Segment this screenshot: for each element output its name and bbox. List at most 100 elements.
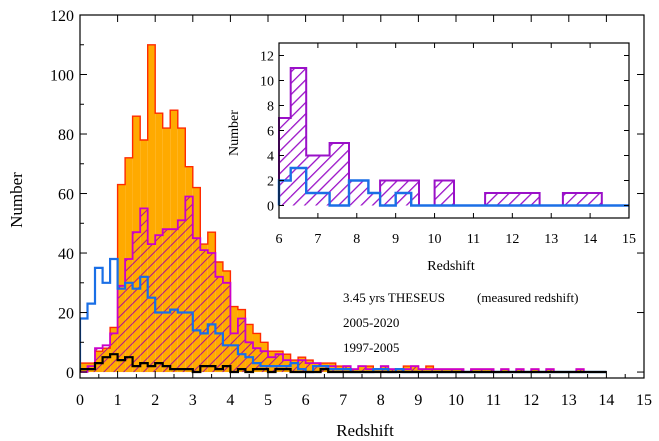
inset-series-line-measured-redshift [278,67,603,207]
inset-y-tick-label: 0 [267,200,274,215]
y-tick-label: 0 [66,365,74,382]
bar-measured-redshift [373,369,381,373]
bar-measured-redshift [305,363,314,373]
bar-measured-redshift [222,282,231,373]
legend-entry-theseus: 3.45 yrs THESEUS [343,290,445,305]
bar-measured-redshift [185,196,193,373]
bar-measured-redshift [365,369,374,373]
main-y-axis-label: Number [7,172,26,228]
legend-entry-2005-2020: 2005-2020 [343,315,399,330]
bar-measured-redshift [471,369,479,373]
inset-histogram-plot [277,67,629,207]
x-tick-label: 2 [151,392,159,409]
bar-measured-redshift [298,360,306,373]
legend-entry-1997-2005: 1997-2005 [343,340,399,355]
inset-x-tick-label: 14 [583,232,597,247]
bar-measured-redshift [252,348,261,373]
bar-measured-redshift [531,369,539,373]
bar-measured-redshift [147,244,156,373]
bar-measured-redshift [576,369,584,373]
inset-x-tick-label: 9 [392,232,399,247]
series-line-1997-2005 [80,353,607,374]
bar-measured-redshift [95,348,103,373]
y-tick-label: 60 [58,187,74,204]
x-tick-label: 0 [76,392,84,409]
inset-y-tick-label: 12 [260,50,274,65]
inset-series-line-2005-2020 [277,166,629,207]
inset-x-tick-label: 13 [544,232,558,247]
bar-measured-redshift [418,369,426,373]
bar-measured-redshift [410,366,419,373]
inset-x-tick-label: 12 [505,232,519,247]
x-tick-label: 14 [598,392,614,409]
bar-measured-redshift [478,369,487,373]
bar-measured-redshift [132,232,141,373]
bar-measured-redshift [456,369,464,373]
x-tick-label: 10 [448,392,464,409]
main-histogram-plot [80,44,607,374]
bar-measured-redshift [425,369,434,373]
bar-measured-redshift [275,354,284,373]
bar-theseus [80,363,88,373]
x-tick-label: 15 [636,392,652,409]
x-tick-label: 6 [302,392,310,409]
bar-measured-redshift [110,333,118,373]
bar-measured-redshift [448,369,456,373]
inset-y-tick-label: 4 [267,150,274,165]
x-tick-label: 5 [264,392,272,409]
inset-x-tick-label: 10 [428,232,442,247]
bar-measured-redshift [395,369,404,373]
bar-measured-redshift [155,235,163,373]
inset-x-tick-label: 6 [276,232,283,247]
inset-bar-measured-redshift [434,180,454,206]
y-tick-label: 120 [50,8,74,25]
bar-measured-redshift [215,276,223,373]
bar-measured-redshift [237,318,246,373]
bar-measured-redshift [200,250,208,373]
bar-measured-redshift [358,366,366,373]
inset-x-tick-label: 8 [353,232,360,247]
x-tick-label: 7 [339,392,347,409]
bar-measured-redshift [433,369,441,373]
legend-entry-measured-redshift: (measured redshift) [477,290,578,305]
bar-theseus [117,184,126,373]
bar-measured-redshift [230,333,238,373]
bar-measured-redshift [162,229,171,373]
y-tick-label: 80 [58,127,74,144]
inset-y-tick-label: 6 [267,125,274,140]
inset-bar-measured-redshift [562,193,602,206]
inset-y-tick-label: 8 [267,100,274,115]
inset-bar-measured-redshift [329,143,349,206]
bar-theseus [147,44,156,373]
x-tick-label: 9 [414,392,422,409]
inset-bar-measured-redshift [306,155,330,206]
y-tick-label: 100 [50,68,74,85]
bar-measured-redshift [388,369,396,373]
bar-measured-redshift [177,220,186,373]
bar-measured-redshift [403,369,411,373]
bar-measured-redshift [290,363,299,373]
bar-measured-redshift [268,357,276,373]
bar-measured-redshift [192,238,201,373]
bar-measured-redshift [440,369,449,373]
inset-bar-measured-redshift [279,118,291,206]
x-tick-label: 1 [114,392,122,409]
bar-measured-redshift [516,369,524,373]
bar-measured-redshift [486,369,494,373]
bar-measured-redshift [260,351,268,373]
bar-measured-redshift [350,369,359,373]
x-tick-label: 3 [189,392,197,409]
x-tick-label: 4 [226,392,234,409]
legend: 3.45 yrs THESEUS (measured redshift) 200… [343,290,578,355]
bar-measured-redshift [313,363,321,373]
bar-measured-redshift [102,345,111,373]
x-tick-label: 13 [561,392,577,409]
bar-measured-redshift [207,253,216,373]
bar-measured-redshift [335,369,344,373]
bar-measured-redshift [125,258,133,373]
inset-y-axis-label: Number [227,110,242,156]
inset-bar-measured-redshift [349,180,369,206]
inset-y-tick-label: 2 [267,175,274,190]
